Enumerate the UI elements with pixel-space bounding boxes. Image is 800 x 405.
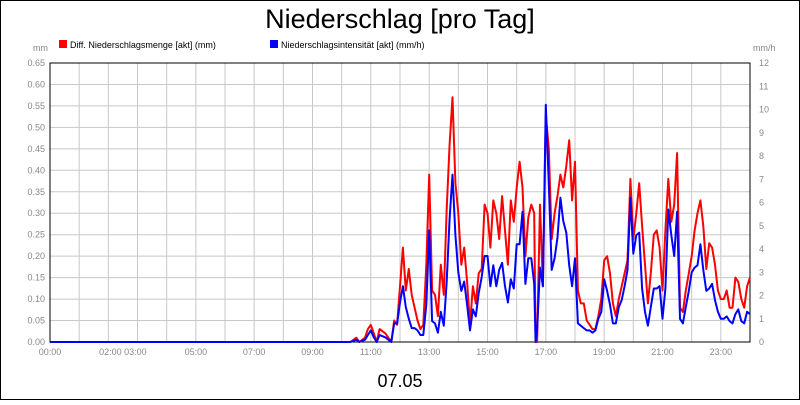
left-tick-label: 0.65 xyxy=(27,58,45,68)
right-tick-label: 9 xyxy=(759,128,764,138)
series-line-amount xyxy=(50,96,751,343)
date-label: 07.05 xyxy=(377,371,422,391)
x-tick-label: 23:00 xyxy=(710,347,733,357)
axes: 0.00 0.05 0.10 0.15 0.20 0.25 0.30 0.35 0.40 0.45… xyxy=(27,58,769,357)
right-axis-unit: mm/h xyxy=(753,43,776,53)
left-tick-label: 0.40 xyxy=(27,165,45,175)
plot-frame xyxy=(49,62,751,343)
right-tick-label: 8 xyxy=(759,151,764,161)
left-tick-label: 0.00 xyxy=(27,337,45,347)
series-line-intensity xyxy=(50,103,751,343)
right-tick-label: 3 xyxy=(759,267,764,277)
x-tick-label: 07:00 xyxy=(243,347,266,357)
right-tick-label: 12 xyxy=(759,58,769,68)
x-tick-label: 09:00 xyxy=(301,347,324,357)
right-tick-label: 11 xyxy=(759,81,768,91)
legend-label-intensity: Niederschlagsintensität [akt] (mm/h) xyxy=(281,40,425,50)
legend-label-amount: Diff. Niederschlagsmenge [akt] (mm) xyxy=(70,40,216,50)
right-tick-label: 4 xyxy=(759,244,764,254)
right-tick-label: 0 xyxy=(759,337,764,347)
right-tick-label: 7 xyxy=(759,174,764,184)
left-tick-label: 0.15 xyxy=(27,273,45,283)
x-tick-label: 17:00 xyxy=(535,347,558,357)
x-tick-label: 21:00 xyxy=(651,347,674,357)
left-tick-label: 0.55 xyxy=(27,101,45,111)
left-tick-label: 0.20 xyxy=(27,251,45,261)
left-tick-label: 0.05 xyxy=(27,316,45,326)
x-tick-label: 02:00 03:00 xyxy=(99,347,147,357)
chart-title: Niederschlag [pro Tag] xyxy=(265,4,535,34)
left-tick-label: 0.35 xyxy=(27,187,45,197)
right-tick-label: 5 xyxy=(759,221,764,231)
left-axis-unit: mm xyxy=(33,43,48,53)
legend-swatch-blue xyxy=(270,40,278,48)
left-tick-label: 0.45 xyxy=(27,144,45,154)
left-tick-label: 0.10 xyxy=(27,294,45,304)
x-tick-label: 19:00 xyxy=(593,347,616,357)
right-tick-label: 2 xyxy=(759,291,764,301)
x-tick-label: 05:00 xyxy=(185,347,208,357)
left-tick-label: 0.25 xyxy=(27,230,45,240)
right-tick-label: 6 xyxy=(759,198,764,208)
left-tick-label: 0.60 xyxy=(27,79,45,89)
left-tick-label: 0.30 xyxy=(27,208,45,218)
x-tick-label: 00:00 xyxy=(39,347,62,357)
x-tick-label: 11:00 xyxy=(360,347,382,357)
right-tick-label: 10 xyxy=(759,105,769,115)
series xyxy=(50,96,751,343)
legend-swatch-red xyxy=(59,40,67,48)
x-tick-label: 13:00 xyxy=(418,347,441,357)
x-tick-label: 15:00 xyxy=(476,347,499,357)
right-tick-label: 1 xyxy=(759,314,764,324)
left-tick-label: 0.50 xyxy=(27,122,45,132)
